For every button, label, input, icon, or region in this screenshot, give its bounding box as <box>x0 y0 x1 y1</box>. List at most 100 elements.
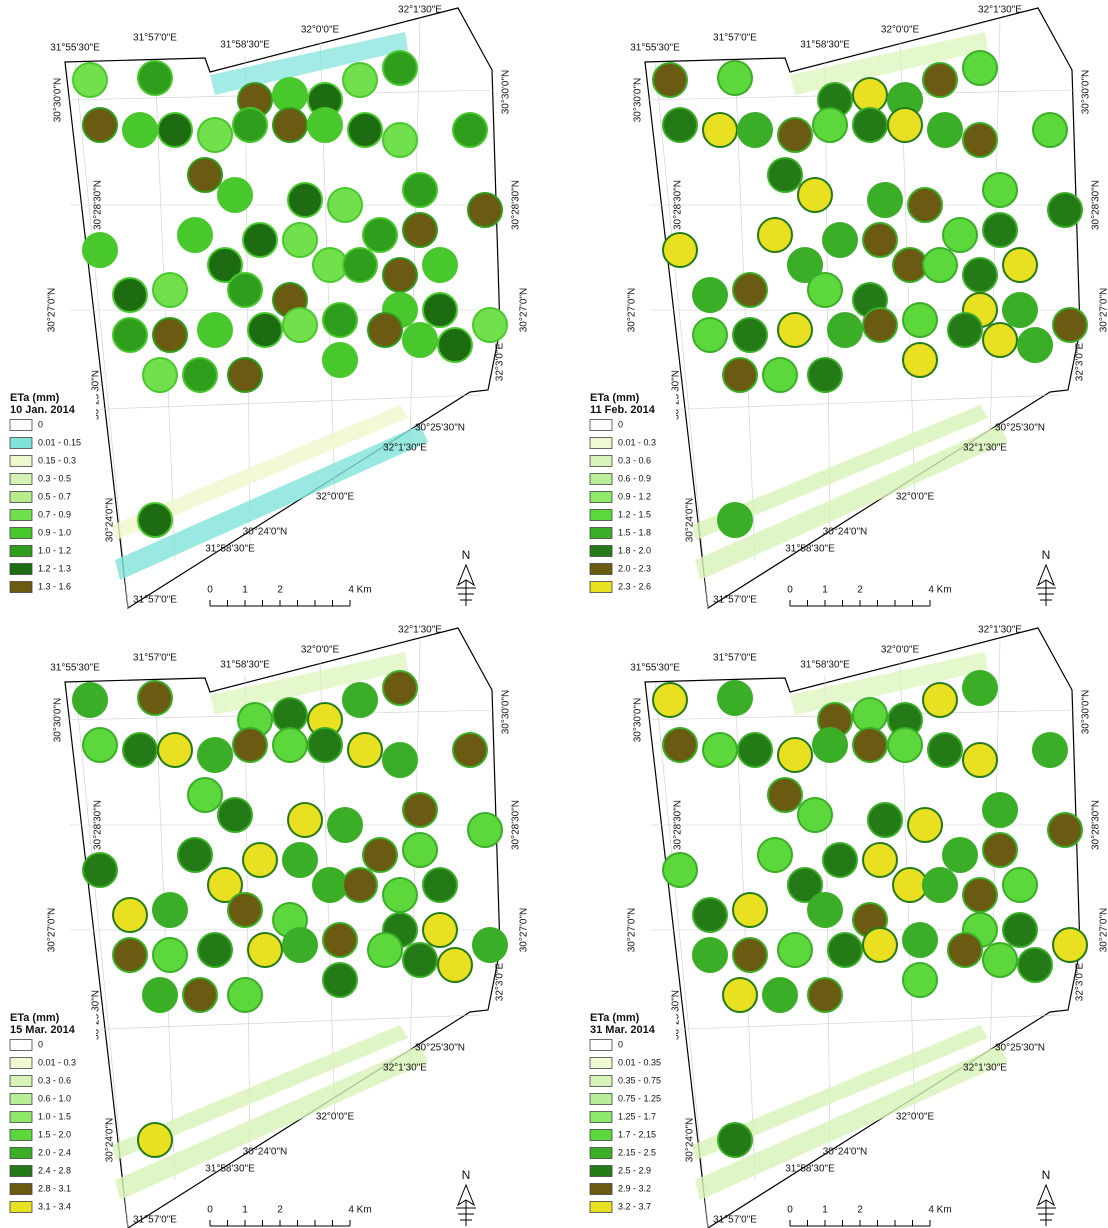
pivot-field <box>868 183 902 217</box>
pivot-field <box>963 51 997 85</box>
scale-label: 4 Km <box>928 1205 951 1216</box>
pivot-field <box>733 318 767 352</box>
coordinate-label: 31°57'0"E <box>713 595 757 606</box>
legend-label: 1.2 - 1.3 <box>38 563 71 573</box>
pivot-field <box>273 108 307 142</box>
legend-label: 1.25 - 1.7 <box>618 1111 656 1121</box>
coordinate-label: 32°0'0"E <box>301 645 340 656</box>
pivot-field <box>423 868 457 902</box>
pivot-field <box>283 928 317 962</box>
pivot-field <box>423 913 457 947</box>
legend-label: 0.75 - 1.25 <box>618 1093 661 1103</box>
pivot-field <box>113 938 147 972</box>
coordinate-label: 30°25'30"N <box>415 1043 465 1054</box>
legend-swatch <box>590 456 612 467</box>
legend-swatch <box>10 456 32 467</box>
pivot-field <box>798 798 832 832</box>
coordinate-label: 30°30'0"N <box>633 78 644 123</box>
pivot-field <box>423 248 457 282</box>
pivot-field <box>963 743 997 777</box>
coordinate-label: 30°28'30"N <box>93 180 104 230</box>
legend-swatch <box>10 1058 32 1069</box>
pivot-field <box>228 978 262 1012</box>
legend-swatch <box>10 1184 32 1195</box>
legend-label: 0 <box>38 1039 43 1049</box>
coordinate-label: 30°28'30"N <box>673 180 684 230</box>
pivot-field <box>763 978 797 1012</box>
pivot-field <box>113 278 147 312</box>
coordinate-label: 30°28'30"N <box>511 800 522 850</box>
pivot-field <box>198 313 232 347</box>
legend-label: 0 <box>618 419 623 429</box>
pivot-field <box>1003 248 1037 282</box>
pivot-field <box>123 733 157 767</box>
legend-date: 31 Mar. 2014 <box>590 1024 656 1036</box>
legend-swatch <box>590 1130 612 1141</box>
coordinate-label: 31°57'0"E <box>133 1215 177 1226</box>
pivot-field <box>468 813 502 847</box>
scale-label: 4 Km <box>348 1205 371 1216</box>
legend-swatch <box>10 564 32 575</box>
pivot-field <box>983 943 1017 977</box>
pivot-field <box>703 733 737 767</box>
pivot-field <box>143 978 177 1012</box>
figure: 31°55'30"E31°57'0"E31°58'30"E32°0'0"E32°… <box>0 0 1108 1228</box>
pivot-field <box>663 108 697 142</box>
legend-label: 2.5 - 2.9 <box>618 1165 651 1175</box>
scale-label: 4 Km <box>928 585 951 596</box>
pivot-field <box>963 878 997 912</box>
pivot-field <box>138 1123 172 1157</box>
legend-label: 0.35 - 0.75 <box>618 1075 661 1085</box>
pivot-field <box>153 273 187 307</box>
pivot-field <box>328 188 362 222</box>
coordinate-label: 30°28'30"N <box>673 800 684 850</box>
legend-swatch <box>590 564 612 575</box>
pivot-field <box>328 808 362 842</box>
coordinate-label: 30°27'0"N <box>627 908 638 953</box>
coordinate-label: 30°25'30"N <box>995 423 1045 434</box>
legend-label: 1.0 - 1.2 <box>38 545 71 555</box>
pivot-field <box>718 1123 752 1157</box>
coordinate-label: 31°55'30"E <box>50 43 100 54</box>
pivot-field <box>853 108 887 142</box>
legend-label: 0.01 - 0.3 <box>38 1057 76 1067</box>
pivot-field <box>983 793 1017 827</box>
pivot-field <box>763 358 797 392</box>
pivot-field <box>198 118 232 152</box>
pivot-field <box>653 63 687 97</box>
pivot-field <box>288 183 322 217</box>
pivot-field <box>853 698 887 732</box>
pivot-field <box>1048 813 1082 847</box>
pivot-field <box>158 113 192 147</box>
legend-swatch <box>10 438 32 449</box>
pivot-field <box>923 868 957 902</box>
legend-label: 1.5 - 2.0 <box>38 1129 71 1139</box>
pivot-field <box>693 318 727 352</box>
pivot-field <box>663 853 697 887</box>
pivot-field <box>138 681 172 715</box>
coordinate-label: 30°24'0"N <box>823 1147 868 1158</box>
legend-label: 3.2 - 3.7 <box>618 1201 651 1211</box>
scale-label: 0 <box>207 585 213 596</box>
coordinate-label: 30°24'0"N <box>823 527 868 538</box>
coordinate-label: 30°28'30"N <box>93 800 104 850</box>
pivot-field <box>243 223 277 257</box>
legend-swatch <box>10 1130 32 1141</box>
pivot-field <box>73 683 107 717</box>
coordinate-label: 32°1'30"E <box>963 443 1007 454</box>
pivot-field <box>693 938 727 972</box>
pivot-field <box>963 258 997 292</box>
pivot-field <box>473 308 507 342</box>
pivot-field <box>188 778 222 812</box>
pivot-field <box>718 61 752 95</box>
pivot-field <box>228 273 262 307</box>
north-label: N <box>1042 548 1051 562</box>
coordinate-label: 31°57'0"E <box>713 653 757 664</box>
pivot-field <box>983 323 1017 357</box>
pivot-field <box>363 838 397 872</box>
legend-label: 1.8 - 2.0 <box>618 545 651 555</box>
pivot-field <box>888 108 922 142</box>
coordinate-label: 30°27'0"N <box>519 908 530 953</box>
pivot-field <box>863 843 897 877</box>
legend-swatch <box>10 1202 32 1213</box>
